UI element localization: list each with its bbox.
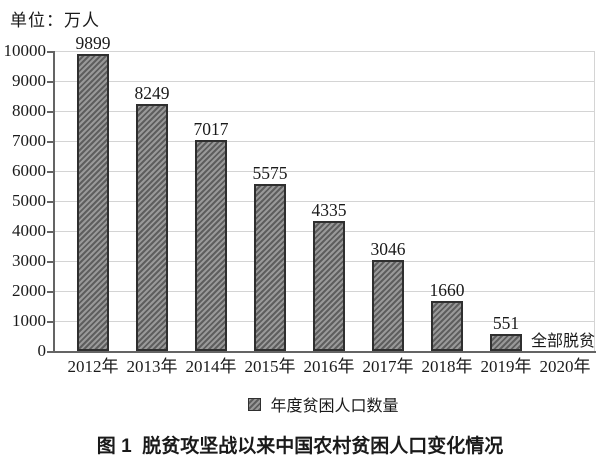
bar-value-label: 4335 [311, 200, 347, 220]
x-tick-label: 2014年 [185, 357, 237, 376]
y-tick-label: 2000 [12, 281, 46, 300]
y-tick-mark [47, 321, 53, 323]
plot-right-border [594, 51, 595, 351]
bar [254, 184, 286, 351]
unit-label: 单位：万人 [10, 11, 100, 30]
x-tick-label: 2020年 [539, 357, 591, 376]
x-tick-label: 2018年 [421, 357, 473, 376]
bar-value-label: 5575 [252, 163, 288, 183]
gridline [53, 81, 594, 82]
gridline [53, 141, 594, 142]
gridline [53, 111, 594, 112]
y-tick-mark [47, 51, 53, 53]
x-tick-label: 2019年 [480, 357, 532, 376]
y-tick-mark [47, 171, 53, 173]
gridline [53, 171, 594, 172]
y-tick-label: 9000 [12, 71, 46, 90]
y-tick-mark [47, 81, 53, 83]
legend-label: 年度贫困人口数量 [270, 398, 399, 415]
bar [372, 260, 404, 351]
bar [313, 221, 345, 351]
bar [136, 104, 168, 351]
bar [490, 334, 522, 351]
y-tick-mark [47, 231, 53, 233]
bar [77, 54, 109, 351]
y-tick-label: 3000 [12, 251, 46, 270]
bar-value-label: 8249 [134, 83, 170, 103]
gridline [53, 51, 594, 52]
x-tick-label: 2016年 [303, 357, 355, 376]
bar-value-label: 7017 [193, 119, 229, 139]
y-tick-mark [47, 261, 53, 263]
x-tick-label: 2015年 [244, 357, 296, 376]
y-tick-mark [47, 201, 53, 203]
annotation-all-lifted-out-of-poverty: 全部脱贫 [530, 333, 595, 350]
y-tick-mark [47, 111, 53, 113]
y-tick-mark [47, 141, 53, 143]
y-tick-label: 0 [37, 341, 47, 360]
y-tick-label: 1000 [12, 311, 46, 330]
legend-hatched-swatch-icon [248, 397, 262, 411]
legend: 年度贫困人口数量 [53, 392, 594, 416]
bar-value-label: 551 [492, 313, 520, 333]
y-tick-label: 4000 [12, 221, 46, 240]
bar-value-label: 3046 [370, 239, 406, 259]
y-tick-mark [47, 291, 53, 293]
bar [431, 301, 463, 351]
x-tick-label: 2012年 [67, 357, 119, 376]
x-tick-label: 2017年 [362, 357, 414, 376]
x-axis-line [53, 351, 596, 353]
figure-caption: 图 1 脱贫攻坚战以来中国农村贫困人口变化情况 [96, 436, 504, 457]
bar-value-label: 1660 [429, 280, 465, 300]
y-tick-label: 6000 [12, 161, 46, 180]
y-tick-label: 8000 [12, 101, 46, 120]
y-tick-label: 10000 [3, 41, 47, 60]
y-tick-mark [47, 351, 53, 353]
y-tick-label: 7000 [12, 131, 46, 150]
bar-value-label: 9899 [75, 33, 111, 53]
x-tick-label: 2013年 [126, 357, 178, 376]
y-axis-line [53, 51, 55, 351]
bar [195, 140, 227, 351]
y-tick-label: 5000 [12, 191, 46, 210]
gridline [53, 201, 594, 202]
